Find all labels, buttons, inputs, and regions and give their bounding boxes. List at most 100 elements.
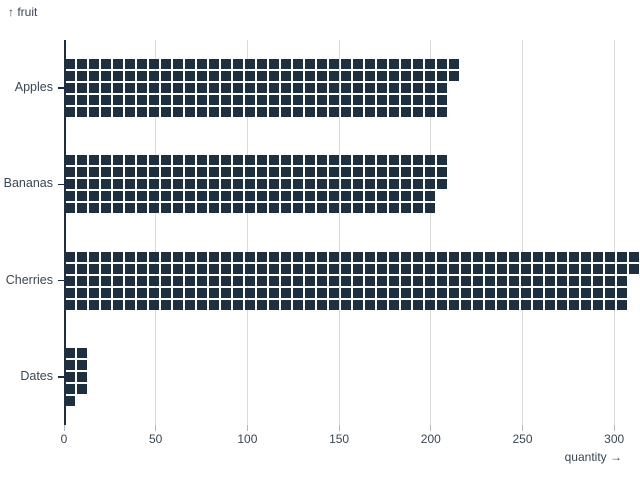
waffle-cell — [377, 71, 387, 82]
waffle-cell — [293, 71, 303, 82]
waffle-cell — [569, 275, 579, 286]
y-axis-line — [64, 40, 66, 425]
waffle-cell — [257, 251, 267, 262]
waffle-cell — [269, 275, 279, 286]
waffle-cell — [209, 107, 219, 118]
waffle-cell — [293, 83, 303, 94]
waffle-cell — [425, 71, 435, 82]
waffle-cell — [389, 191, 399, 202]
gridline — [613, 40, 615, 425]
waffle-cell — [437, 287, 447, 298]
waffle-cell — [125, 155, 135, 166]
waffle-cell — [149, 107, 159, 118]
waffle-cell — [113, 155, 123, 166]
waffle-cell — [161, 107, 171, 118]
waffle-cell — [149, 167, 159, 178]
waffle-cell — [245, 287, 255, 298]
waffle-cell — [257, 263, 267, 274]
waffle-cell — [377, 167, 387, 178]
waffle-cell — [437, 299, 447, 310]
waffle-cell — [137, 299, 147, 310]
waffle-cell — [341, 251, 351, 262]
waffle-cell — [365, 191, 375, 202]
waffle-cell — [317, 263, 327, 274]
waffle-cell — [113, 287, 123, 298]
waffle-cell — [77, 383, 87, 394]
category-label: Bananas — [3, 176, 53, 191]
waffle-cell — [137, 263, 147, 274]
waffle-cell — [233, 95, 243, 106]
waffle-cell — [425, 59, 435, 70]
waffle-cell — [557, 251, 567, 262]
waffle-cell — [401, 203, 411, 214]
waffle-cell — [149, 203, 159, 214]
waffle-cell — [257, 191, 267, 202]
waffle-cell — [341, 287, 351, 298]
waffle-cell — [77, 107, 87, 118]
waffle-cell — [101, 155, 111, 166]
waffle-cell — [233, 83, 243, 94]
waffle-cell — [221, 95, 231, 106]
waffle-cell — [257, 203, 267, 214]
waffle-cell — [233, 203, 243, 214]
waffle-cell — [329, 179, 339, 190]
waffle-cell — [269, 59, 279, 70]
waffle-cell — [401, 191, 411, 202]
waffle-cell — [365, 251, 375, 262]
category-label: Dates — [20, 368, 53, 383]
waffle-cell — [209, 179, 219, 190]
waffle-cell — [317, 191, 327, 202]
waffle-cell — [293, 191, 303, 202]
waffle-cell — [77, 203, 87, 214]
waffle-cell — [293, 155, 303, 166]
waffle-cell — [437, 71, 447, 82]
waffle-cell — [377, 275, 387, 286]
waffle-cell — [389, 71, 399, 82]
waffle-cell — [197, 287, 207, 298]
waffle-cell — [353, 263, 363, 274]
waffle-cell — [113, 299, 123, 310]
y-tick-mark — [58, 87, 64, 89]
waffle-cell — [317, 59, 327, 70]
waffle-cell — [401, 287, 411, 298]
waffle-cell — [65, 287, 75, 298]
waffle-cell — [353, 107, 363, 118]
waffle-cell — [281, 83, 291, 94]
waffle-cell — [329, 299, 339, 310]
waffle-cell — [77, 95, 87, 106]
waffle-cell — [425, 167, 435, 178]
waffle-cell — [389, 179, 399, 190]
waffle-cell — [245, 203, 255, 214]
waffle-cell — [185, 155, 195, 166]
waffle-cell — [233, 299, 243, 310]
waffle-cell — [305, 71, 315, 82]
waffle-cell — [545, 287, 555, 298]
waffle-cell — [65, 83, 75, 94]
waffle-cell — [329, 263, 339, 274]
waffle-cell — [197, 155, 207, 166]
waffle-cell — [425, 83, 435, 94]
waffle-cell — [437, 155, 447, 166]
waffle-cell — [281, 95, 291, 106]
waffle-cell — [197, 59, 207, 70]
waffle-cell — [185, 59, 195, 70]
waffle-cell — [281, 71, 291, 82]
waffle-cell — [149, 191, 159, 202]
waffle-cell — [149, 83, 159, 94]
waffle-cell — [377, 83, 387, 94]
waffle-cell — [137, 191, 147, 202]
x-axis-title: quantity → — [564, 450, 622, 464]
waffle-cell — [425, 251, 435, 262]
waffle-cell — [65, 191, 75, 202]
waffle-cell — [377, 107, 387, 118]
waffle-cell — [173, 203, 183, 214]
waffle-cell — [281, 275, 291, 286]
waffle-cell — [221, 287, 231, 298]
waffle-cell — [365, 71, 375, 82]
waffle-cell — [353, 59, 363, 70]
waffle-cell — [161, 155, 171, 166]
waffle-cell — [137, 95, 147, 106]
waffle-cell — [305, 107, 315, 118]
waffle-cell — [173, 107, 183, 118]
waffle-cell — [629, 251, 639, 262]
